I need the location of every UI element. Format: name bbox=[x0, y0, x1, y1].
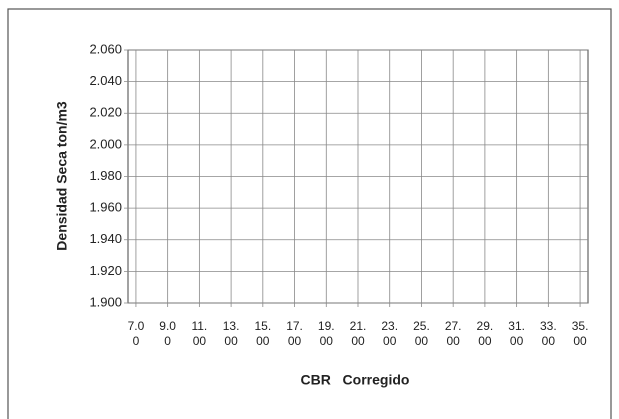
x-tick-label: 15.00 bbox=[254, 319, 272, 348]
x-tick-label: 19.00 bbox=[317, 319, 335, 348]
x-tick-label: 25.00 bbox=[413, 319, 430, 348]
x-tick-label: 35.00 bbox=[571, 319, 589, 348]
x-tick-label: 7.00 bbox=[127, 319, 145, 348]
y-tick-label: 1.920 bbox=[89, 263, 122, 278]
y-tick-label: 2.040 bbox=[89, 73, 122, 88]
x-tick-label: 27.00 bbox=[444, 319, 462, 348]
y-tick-label: 2.020 bbox=[89, 105, 122, 120]
frame bbox=[7, 8, 612, 419]
y-tick-label: 1.940 bbox=[89, 231, 122, 246]
x-tick-label: 21.00 bbox=[349, 319, 367, 348]
x-axis-title: CBR Corregido bbox=[301, 372, 410, 388]
x-tick-label: 33.00 bbox=[540, 319, 557, 348]
x-tick-label: 13.00 bbox=[222, 319, 240, 348]
y-axis-title: Densidad Seca ton/m3 bbox=[54, 101, 70, 251]
x-tick-label: 23.00 bbox=[381, 319, 399, 348]
x-tick-label: 31.00 bbox=[508, 319, 525, 348]
x-tick-label: 17.00 bbox=[286, 319, 303, 348]
x-tick-label: 11.00 bbox=[191, 319, 208, 348]
y-tick-label: 1.960 bbox=[89, 200, 122, 215]
y-tick-label: 2.000 bbox=[89, 136, 122, 151]
y-tick-label: 1.980 bbox=[89, 168, 122, 183]
y-tick-label: 2.060 bbox=[89, 41, 122, 56]
x-tick-label: 9.00 bbox=[159, 319, 176, 348]
y-tick-label: 1.900 bbox=[89, 294, 122, 309]
x-tick-label: 29.00 bbox=[476, 319, 494, 348]
